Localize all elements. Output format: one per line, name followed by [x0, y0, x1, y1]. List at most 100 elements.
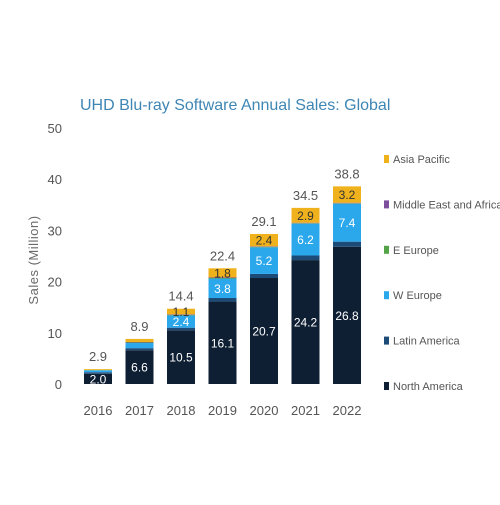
data-label: 1.8	[214, 266, 231, 280]
bar-segment	[125, 350, 154, 384]
data-label: 6.6	[131, 361, 148, 375]
legend-swatch	[384, 245, 389, 254]
data-label: 1.1	[173, 305, 190, 319]
legend-item: W Europe	[384, 290, 442, 302]
legend-item: Asia Pacific	[384, 154, 450, 166]
data-label: 20.7	[252, 325, 276, 339]
bar-segment	[208, 278, 237, 298]
data-label: 26.8	[335, 309, 359, 323]
bar-segment	[208, 297, 237, 302]
x-tick-label: 2022	[333, 403, 362, 418]
bar-segment	[250, 247, 278, 274]
chart-title: UHD Blu-ray Software Annual Sales: Globa…	[80, 97, 390, 114]
data-label: 2.4	[173, 315, 190, 329]
x-tick-label: 2018	[167, 403, 196, 418]
bar-segment	[291, 223, 320, 224]
bar-segment	[333, 246, 361, 384]
bar-segment	[125, 342, 154, 343]
total-label: 2.9	[89, 349, 107, 364]
bar-segment	[125, 348, 154, 351]
data-label: 3.2	[339, 188, 356, 202]
y-tick-label: 10	[48, 326, 62, 341]
legend-swatch	[384, 155, 389, 163]
y-tick-label: 30	[48, 223, 62, 238]
x-tick-label: 2019	[208, 403, 237, 418]
bar-segment	[167, 314, 195, 316]
legend-item: Latin America	[384, 336, 461, 348]
legend-label: Latin America	[393, 336, 461, 348]
legend-label: E Europe	[393, 245, 439, 257]
data-label: 6.2	[297, 233, 314, 247]
legend-label: Middle East and Africa	[393, 199, 500, 211]
x-tick-label: 2020	[250, 403, 279, 418]
bar-segment	[208, 268, 237, 278]
bar-segment	[291, 207, 320, 223]
bar-segment	[333, 203, 361, 204]
bar-segment	[333, 203, 361, 242]
data-label: 2.4	[256, 234, 273, 248]
legend-swatch	[384, 382, 389, 390]
x-tick-label: 2017	[125, 403, 154, 418]
x-axis: 2016 2017 2018 2019 2020 2021 2022	[84, 403, 362, 418]
legend-item: E Europe	[384, 245, 439, 257]
data-label: 2.0	[90, 372, 107, 386]
bar-stack: 16.1 3.8 1.8 22.4	[208, 248, 237, 384]
bar-segment	[291, 260, 320, 384]
bar-segment	[333, 186, 361, 203]
bar-stack: 10.5 2.41.114.4	[167, 289, 195, 384]
data-label: 3.8	[214, 282, 231, 296]
bar-segment	[250, 278, 278, 384]
y-tick-label: 50	[48, 121, 62, 136]
total-label: 22.4	[210, 248, 235, 263]
bar-segment	[208, 278, 237, 279]
total-label: 8.9	[130, 319, 148, 334]
x-tick-label: 2021	[291, 403, 320, 418]
bar-segment	[250, 246, 278, 248]
y-axis: 0 10 20 30 40 50	[48, 121, 62, 392]
bar-segment	[84, 370, 112, 373]
bar-segment	[167, 315, 195, 328]
bar-segment	[84, 369, 112, 371]
legend-swatch	[384, 291, 389, 300]
bar-segment	[250, 273, 278, 279]
legend-label: North America	[393, 381, 464, 393]
bar-segment	[167, 327, 195, 331]
total-label: 14.4	[168, 289, 193, 304]
bar-segment	[250, 233, 278, 247]
legend-item: Middle East and Africa	[384, 199, 500, 211]
bar-segment	[208, 277, 237, 279]
bar-segment	[84, 373, 112, 384]
bar-segment	[333, 241, 361, 247]
bar-segment	[291, 255, 320, 261]
bar-stack: 26.8 7.4 3.2 38.8	[333, 166, 361, 384]
bar-segment	[291, 222, 320, 224]
legend-label: W Europe	[393, 290, 442, 302]
y-axis-label: Sales (Million)	[26, 215, 41, 304]
bar-stack: 24.2 6.2 2.9 34.5	[291, 188, 320, 384]
bar-segment	[208, 301, 237, 384]
bar-stack: 6.6 8.9	[125, 319, 154, 384]
bars: 2.0 2.9 6.6 8.9 10.52.41.114.4 16.1 3.8 1.8 22.4…	[84, 166, 361, 386]
bar-segment	[250, 246, 278, 247]
legend: Asia Pacific Middle East and Africa E Euro…	[384, 154, 500, 393]
bar-segment	[167, 308, 195, 315]
bar-segment	[291, 223, 320, 256]
bar-segment	[125, 338, 154, 343]
total-label: 38.8	[334, 166, 359, 181]
y-tick-label: 0	[55, 377, 62, 392]
data-label: 16.1	[211, 336, 235, 350]
legend-swatch	[384, 200, 389, 209]
bar-stack: 2.0 2.9	[84, 349, 112, 386]
data-label: 2.9	[297, 209, 314, 223]
legend-item: North America	[384, 381, 464, 393]
data-label: 24.2	[294, 316, 318, 330]
bar-segment	[333, 202, 361, 204]
x-tick-label: 2016	[84, 403, 113, 418]
total-label: 29.1	[251, 214, 276, 229]
bar-stack: 20.7 5.2 2.4 29.1	[250, 214, 278, 384]
bar-segment	[125, 342, 154, 344]
bar-segment	[84, 372, 112, 374]
bar-segment	[167, 314, 195, 315]
